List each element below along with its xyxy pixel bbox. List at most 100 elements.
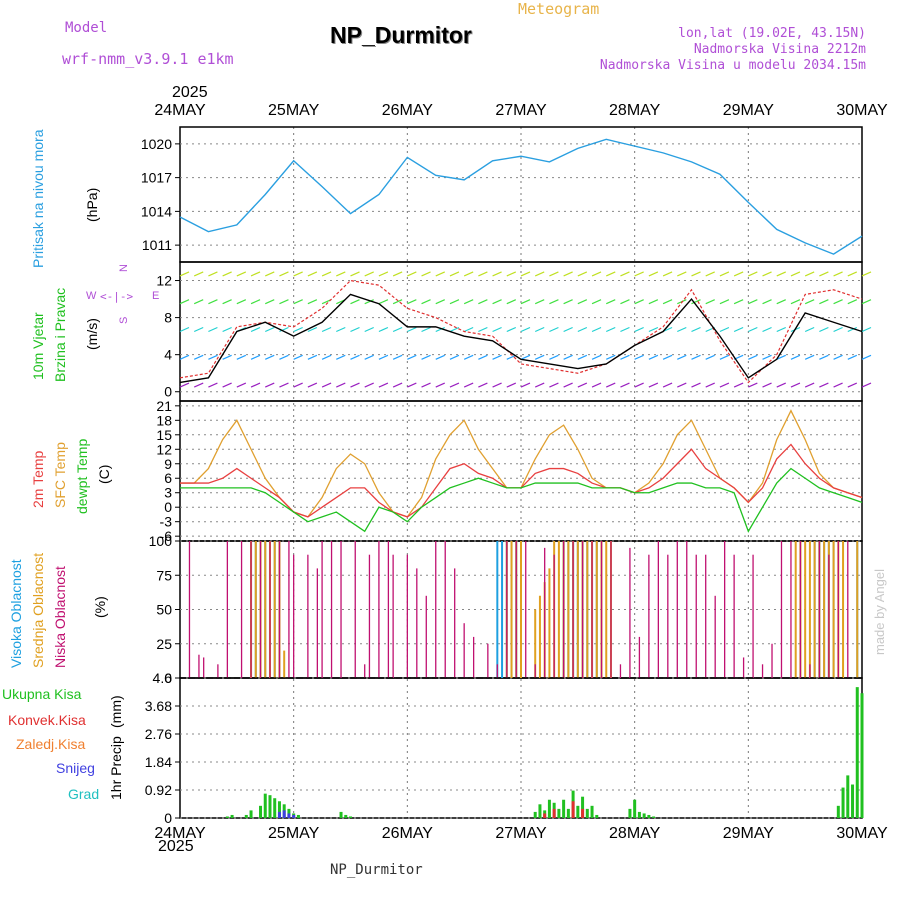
wind-barb bbox=[463, 326, 474, 333]
wind-barb bbox=[222, 382, 232, 388]
wind-barb bbox=[620, 299, 630, 305]
wind-barb bbox=[662, 271, 673, 277]
wind-barb bbox=[634, 326, 644, 333]
wind-barb bbox=[804, 271, 815, 277]
precip-bar-total bbox=[273, 798, 277, 818]
y-tick-label: 50 bbox=[156, 602, 172, 618]
wind-barb bbox=[606, 354, 616, 360]
wind-barb bbox=[776, 382, 786, 388]
wind-barb bbox=[421, 354, 431, 360]
wind-barb bbox=[833, 382, 843, 388]
wind-barb bbox=[563, 326, 573, 333]
x-tick-label: 28MAY bbox=[609, 825, 661, 842]
precip-bar-total bbox=[652, 816, 656, 818]
wind-barb bbox=[293, 326, 303, 333]
wind-barb bbox=[620, 382, 630, 388]
wind-barb bbox=[819, 382, 829, 388]
wind-barb bbox=[193, 299, 204, 305]
y-tick-label: 0 bbox=[164, 384, 172, 400]
wind-barb bbox=[350, 354, 360, 360]
wind-barb bbox=[861, 382, 872, 388]
wind-barb bbox=[847, 354, 858, 360]
wind-barb bbox=[506, 382, 517, 388]
precip-bar-total bbox=[268, 795, 272, 818]
wind-barb bbox=[307, 299, 318, 305]
wind-barb bbox=[179, 354, 190, 360]
precip-bar-snow bbox=[277, 811, 281, 818]
wind-barb bbox=[691, 382, 701, 388]
wind-barb bbox=[378, 354, 389, 360]
wind-barb bbox=[463, 299, 474, 305]
precip-bar-total bbox=[590, 805, 594, 818]
wind-barb bbox=[520, 382, 531, 388]
wind-barb bbox=[776, 271, 786, 277]
precip-bar-total bbox=[249, 810, 253, 818]
y-tick-label: 21 bbox=[156, 398, 172, 414]
wind-barb bbox=[407, 299, 417, 305]
wind-barb bbox=[364, 354, 374, 360]
wind-barb bbox=[265, 354, 275, 360]
x-tick-label: 25MAY bbox=[268, 102, 320, 119]
wind-barb bbox=[250, 382, 261, 388]
wind-barb bbox=[705, 354, 715, 360]
wind-barb bbox=[193, 382, 204, 388]
y-tick-label: -3 bbox=[160, 514, 173, 530]
wind-barb bbox=[648, 271, 659, 277]
wind-barb bbox=[449, 299, 460, 305]
footer-station: NP_Durmitor bbox=[330, 862, 423, 878]
y-tick-label: 0.92 bbox=[145, 782, 172, 798]
precip-bar-total bbox=[547, 799, 551, 818]
wind-barb bbox=[293, 299, 303, 305]
wind-barb bbox=[719, 382, 730, 388]
y-tick-label: 4.6 bbox=[153, 670, 173, 686]
wind-barb bbox=[563, 299, 573, 305]
y-tick-label: 25 bbox=[156, 636, 172, 652]
precip-bar-total bbox=[566, 808, 570, 818]
wind-barb bbox=[449, 271, 460, 277]
wind-barb bbox=[179, 326, 190, 333]
model-label: Model bbox=[65, 20, 108, 36]
precip-bar-total bbox=[263, 793, 267, 818]
wind-barb bbox=[733, 382, 744, 388]
wind-barb bbox=[307, 354, 318, 360]
precip-bar-conv bbox=[552, 808, 556, 818]
wind-barb bbox=[378, 326, 389, 333]
wind-barb bbox=[790, 354, 801, 360]
legend-conv: Konvek.Kisa bbox=[8, 712, 86, 728]
wind-barb bbox=[520, 299, 531, 305]
wind-barb bbox=[733, 326, 744, 333]
wind-barb bbox=[435, 271, 445, 277]
wind-barb bbox=[534, 326, 545, 333]
wind-barb bbox=[662, 354, 673, 360]
dewpoint-line bbox=[180, 467, 863, 533]
wind-barb bbox=[478, 271, 488, 277]
wind-barb bbox=[861, 271, 872, 277]
wind-barb bbox=[534, 299, 545, 305]
precip-bar-total bbox=[841, 787, 845, 818]
model-altitude-text: Nadmorska Visina u modelu 2034.15m bbox=[599, 58, 866, 73]
wind-barb bbox=[478, 382, 488, 388]
wind-barb bbox=[208, 354, 218, 360]
wind-barb bbox=[392, 382, 403, 388]
precip-bar-snow bbox=[292, 814, 296, 818]
wind-barb bbox=[378, 382, 389, 388]
wind-barb bbox=[733, 299, 744, 305]
y-tick-label: 6 bbox=[164, 470, 172, 486]
legend-graupel: Grad bbox=[68, 786, 100, 802]
wind-barb bbox=[265, 326, 275, 333]
wind-barb bbox=[279, 354, 289, 360]
precip-bar-total bbox=[562, 799, 566, 818]
wind-barb bbox=[577, 299, 588, 305]
wind-barb bbox=[804, 354, 815, 360]
wind-barb bbox=[179, 382, 190, 388]
wind-barb bbox=[179, 271, 190, 277]
wind-barb bbox=[293, 382, 303, 388]
x-tick-label: 27MAY bbox=[495, 825, 547, 842]
wind-barb bbox=[606, 271, 616, 277]
wind-barb bbox=[392, 299, 403, 305]
y-tick-label: 4 bbox=[164, 347, 172, 363]
precip-bar-total bbox=[225, 816, 229, 818]
precip-bar-total bbox=[851, 784, 855, 818]
precip-bar-total bbox=[585, 808, 589, 818]
